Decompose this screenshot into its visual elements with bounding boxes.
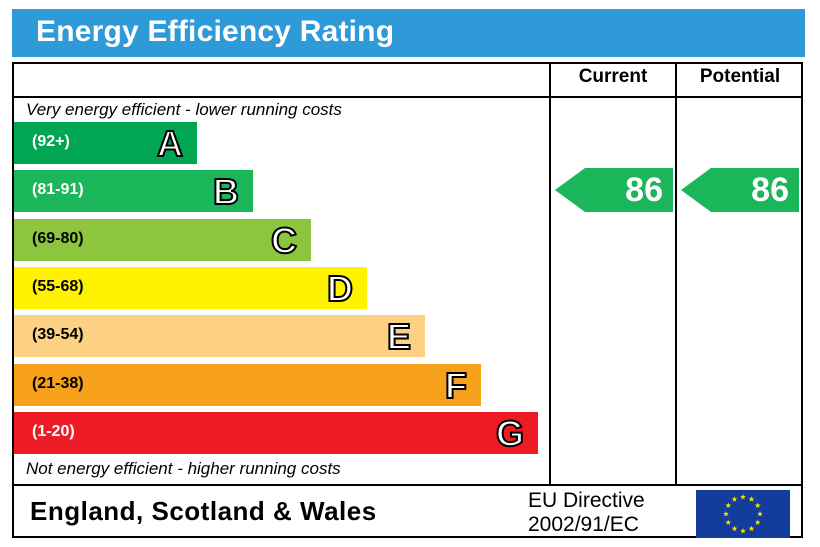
- band-letter: F: [444, 364, 468, 407]
- eu-star: [748, 525, 755, 532]
- title-bar: Energy Efficiency Rating: [12, 9, 805, 57]
- footer-divider: [12, 484, 803, 486]
- rating-band-d: (55-68) D: [14, 267, 367, 310]
- current-rating-value: 86: [625, 171, 663, 209]
- column-header-potential: Potential: [699, 66, 781, 87]
- band-range-label: (92+): [32, 133, 70, 150]
- band-range-label: (81-91): [32, 181, 84, 198]
- eu-star: [731, 525, 738, 532]
- band-letter: A: [156, 122, 184, 165]
- band-letter: B: [212, 170, 240, 213]
- rating-frame: [12, 62, 803, 538]
- column-header-current: Current: [578, 66, 648, 87]
- rating-band-b: (81-91) B: [14, 170, 253, 213]
- eu-star: [748, 496, 755, 502]
- footer-directive: EU Directive 2002/91/EC: [528, 489, 645, 537]
- rating-band-e: (39-54) E: [14, 315, 425, 358]
- eu-star: [725, 502, 732, 508]
- band-letter: E: [386, 315, 412, 358]
- current-arrow-shape: [555, 168, 673, 212]
- note-inefficient: Not energy efficient - higher running co…: [26, 459, 341, 478]
- note-efficient: Very energy efficient - lower running co…: [26, 100, 342, 119]
- band-range-label: (1-20): [32, 423, 75, 440]
- eu-stars: [723, 494, 763, 534]
- rating-band-g: (1-20) G: [14, 412, 538, 455]
- chart-title: Energy Efficiency Rating: [36, 15, 395, 48]
- current-rating-arrow: 86: [555, 168, 673, 212]
- eu-star: [725, 519, 732, 525]
- potential-arrow-shape: [681, 168, 799, 212]
- directive-line-1: EU Directive: [528, 489, 645, 512]
- band-range-label: (69-80): [32, 230, 84, 247]
- band-range-label: (39-54): [32, 326, 84, 343]
- header-divider: [12, 96, 803, 98]
- band-letter: C: [270, 219, 298, 262]
- eu-star: [754, 502, 761, 508]
- divider-current: [549, 62, 551, 486]
- eu-star: [740, 494, 746, 500]
- eu-star: [740, 528, 746, 534]
- eu-star: [723, 511, 729, 517]
- eu-flag-icon: [696, 490, 790, 538]
- eu-star: [757, 511, 763, 517]
- potential-rating-arrow: 86: [681, 168, 799, 212]
- band-letter: D: [326, 267, 354, 310]
- footer-region: England, Scotland & Wales: [30, 496, 377, 526]
- rating-band-a: (92+) A: [14, 122, 197, 165]
- band-range-label: (21-38): [32, 375, 84, 392]
- eu-star: [754, 519, 761, 525]
- potential-rating-value: 86: [751, 171, 789, 209]
- band-range-label: (55-68): [32, 278, 84, 295]
- directive-line-2: 2002/91/EC: [528, 513, 639, 536]
- eu-star: [731, 496, 738, 502]
- band-letter: G: [495, 412, 525, 455]
- divider-potential: [675, 62, 677, 486]
- rating-band-f: (21-38) F: [14, 364, 481, 407]
- rating-band-c: (69-80) C: [14, 219, 311, 262]
